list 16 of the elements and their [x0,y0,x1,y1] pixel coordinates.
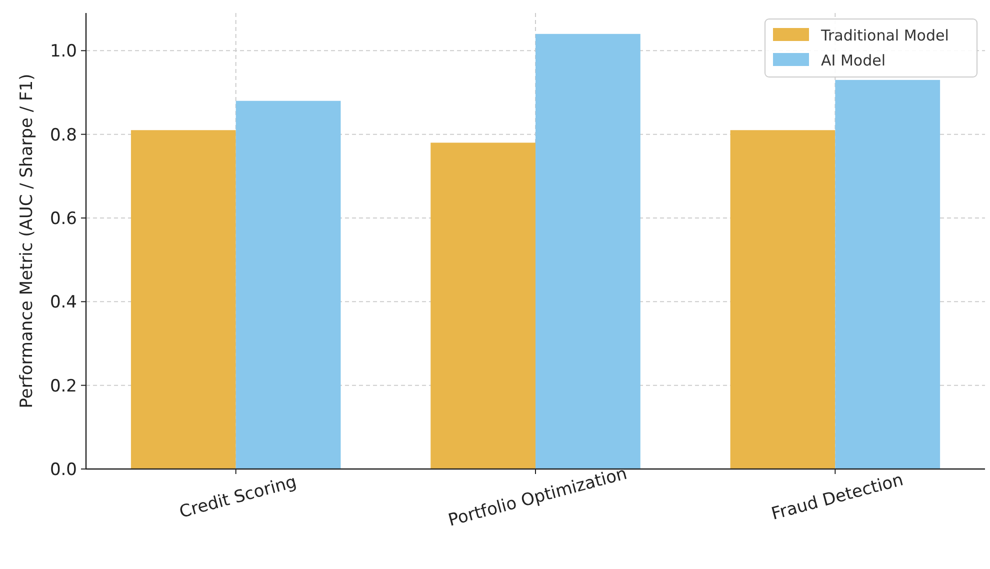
legend-label: Traditional Model [820,26,949,44]
bar [430,142,536,469]
y-tick-label: 0.4 [50,292,77,313]
bar [236,100,341,469]
bar [835,80,940,469]
y-tick-label: 0.0 [50,460,77,480]
y-tick-label: 0.6 [50,208,77,229]
legend-label: AI Model [821,51,886,70]
x-tick-label: Credit Scoring [177,472,299,523]
y-tick-label: 0.2 [50,376,77,396]
y-tick-label: 1.0 [50,42,77,62]
bar [130,130,236,469]
y-tick-label: 0.8 [50,125,77,146]
y-axis-title: Performance Metric (AUC / Sharpe / F1) [17,74,37,408]
bar [730,130,836,469]
bar [536,34,640,469]
